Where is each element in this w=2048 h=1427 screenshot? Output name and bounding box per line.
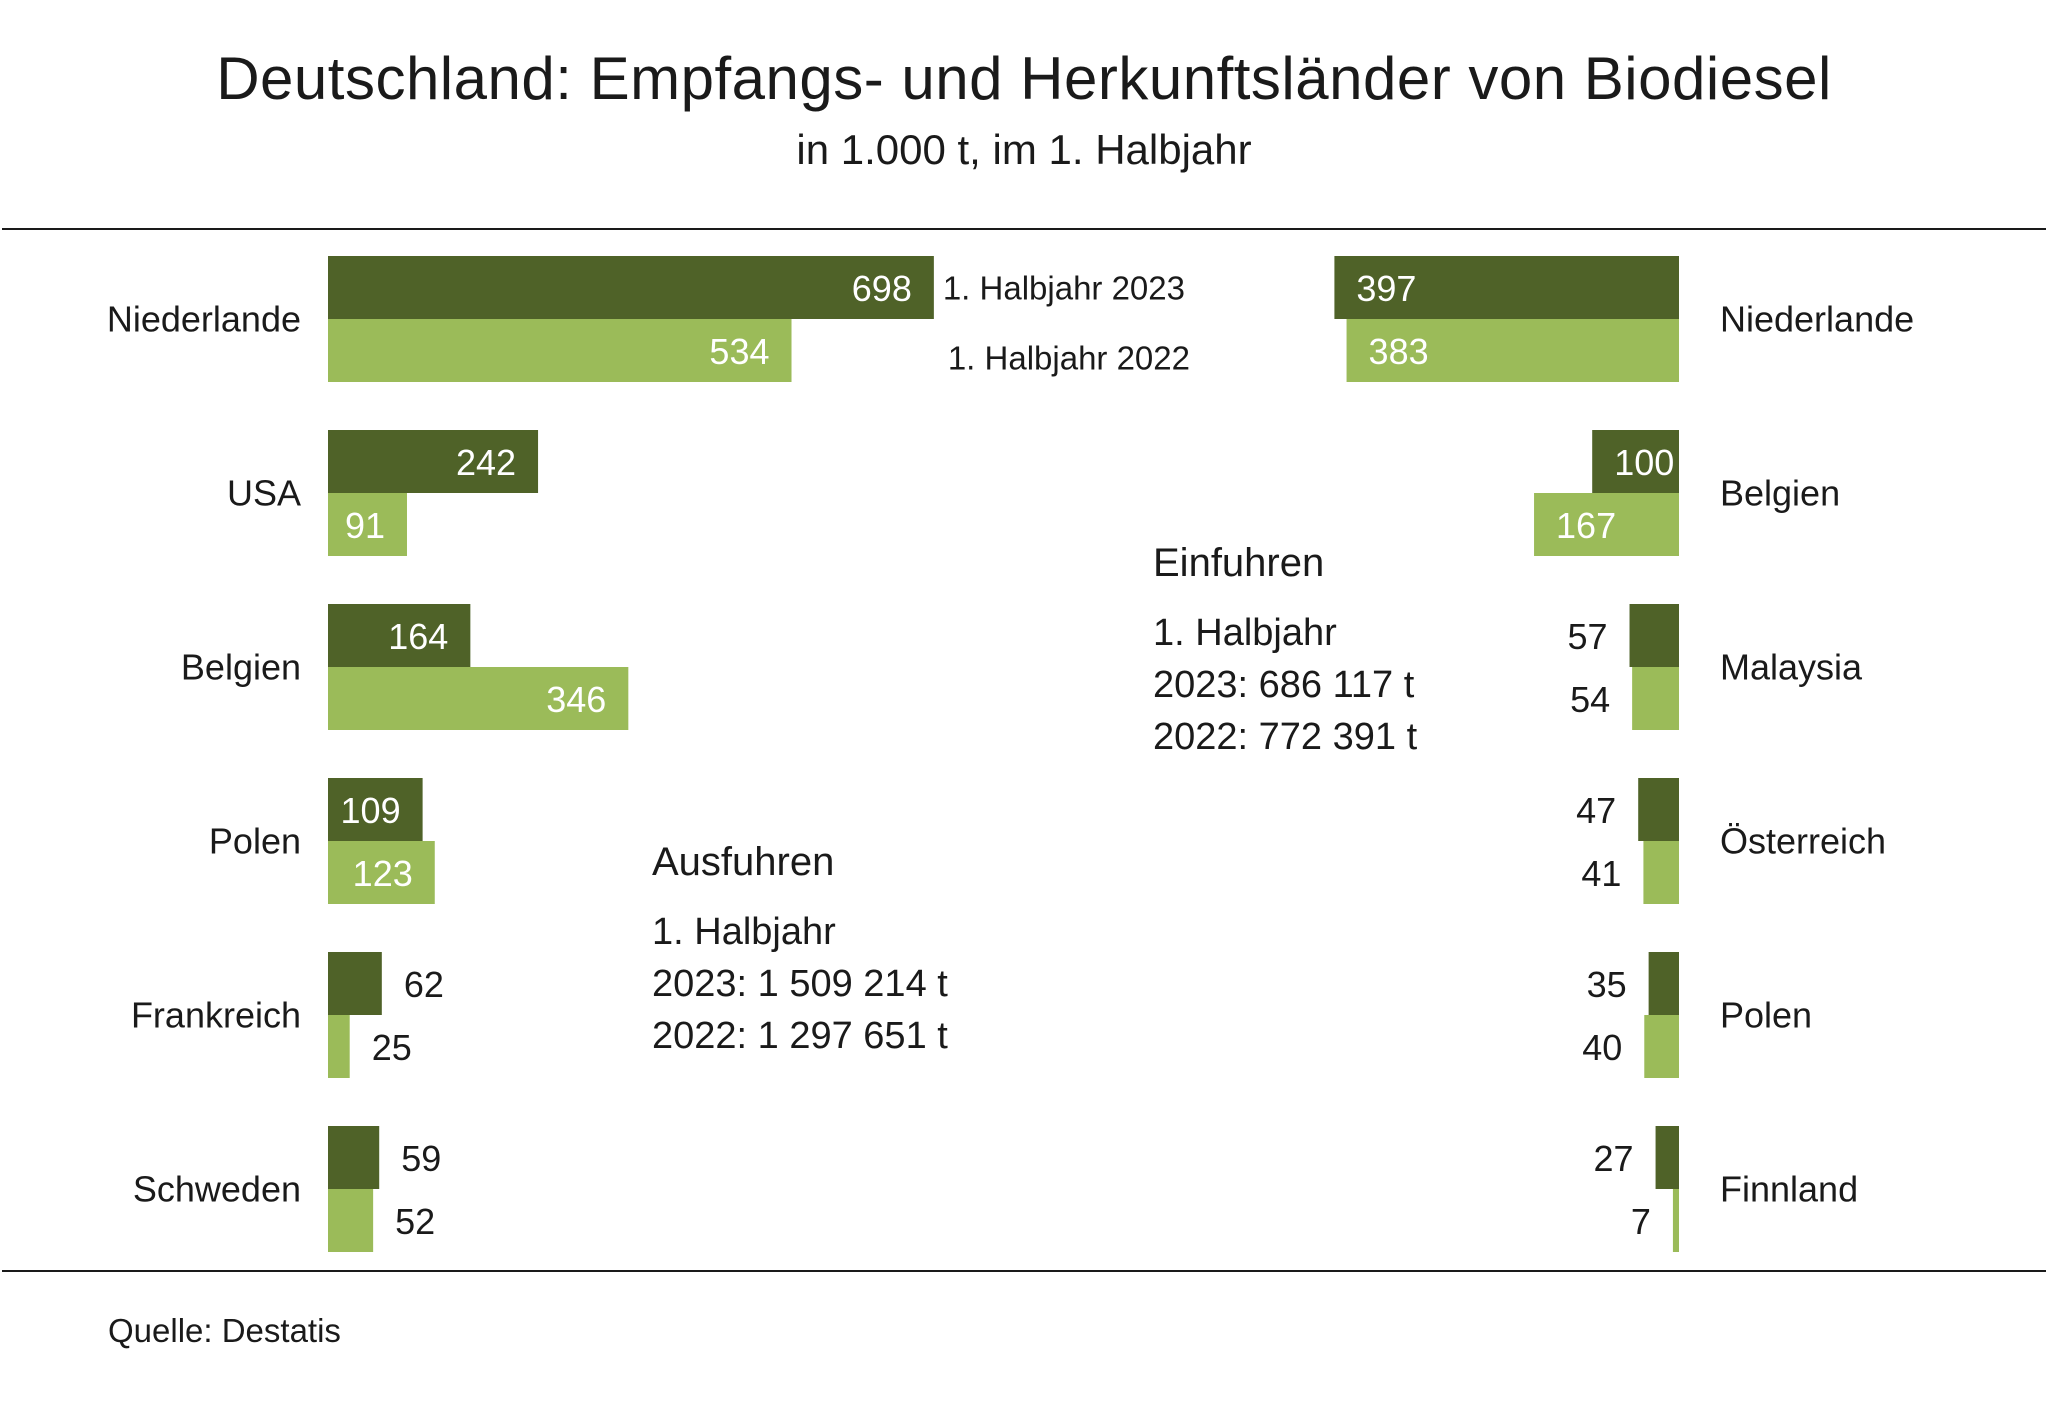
data-label: 40 <box>1582 1027 1622 1068</box>
bar-2023 <box>1638 778 1679 841</box>
exports-summary-heading: Ausfuhren <box>652 840 835 884</box>
bar-2022 <box>328 319 792 382</box>
imports-summary-heading: Einfuhren <box>1153 541 1325 585</box>
data-label: 52 <box>395 1201 435 1242</box>
imports-summary: Einfuhren 1. Halbjahr 2023: 686 117 t 20… <box>1153 537 1417 763</box>
bar-2023 <box>328 1126 380 1189</box>
data-label: 57 <box>1567 616 1607 657</box>
data-label: 91 <box>345 505 385 546</box>
category-label: Niederlande <box>1720 299 1914 340</box>
data-label: 534 <box>709 331 769 372</box>
category-label: Österreich <box>1720 821 1886 862</box>
bar-2022 <box>328 841 435 904</box>
data-label: 109 <box>341 790 401 831</box>
data-label: 242 <box>456 442 516 483</box>
data-label: 62 <box>404 964 444 1005</box>
category-label: Niederlande <box>107 299 301 340</box>
bar-2023 <box>328 952 382 1015</box>
legend-2023: 1. Halbjahr 2023 <box>943 270 1185 307</box>
top-rule <box>2 228 2046 230</box>
legend-2022: 1. Halbjahr 2022 <box>948 340 1190 377</box>
chart-title: Deutschland: Empfangs- und Herkunftsländ… <box>216 45 1832 112</box>
data-label: 27 <box>1594 1138 1634 1179</box>
data-label: 35 <box>1587 964 1627 1005</box>
bar-2023 <box>328 778 423 841</box>
bar-2022 <box>328 1189 374 1252</box>
bar-2023 <box>1655 1126 1679 1189</box>
source-note: Quelle: Destatis <box>108 1312 341 1349</box>
data-label: 41 <box>1581 853 1621 894</box>
bar-2022 <box>1643 841 1679 904</box>
bottom-rule <box>2 1270 2046 1272</box>
data-label: 100 <box>1614 442 1674 483</box>
bar-2023 <box>1648 952 1679 1015</box>
bar-2022 <box>1644 1015 1679 1078</box>
category-label: Belgien <box>181 647 301 688</box>
bar-2022 <box>1672 1189 1679 1252</box>
data-label: 54 <box>1570 679 1610 720</box>
imports-summary-line: 1. Halbjahr <box>1153 612 1337 654</box>
data-label: 167 <box>1556 505 1616 546</box>
data-label: 346 <box>546 679 606 720</box>
category-label: Polen <box>1720 995 1812 1036</box>
data-label: 698 <box>852 268 912 309</box>
imports-summary-line: 2023: 686 117 t <box>1153 664 1415 706</box>
data-label: 164 <box>388 616 448 657</box>
data-label: 59 <box>401 1138 441 1179</box>
exports-summary: Ausfuhren 1. Halbjahr 2023: 1 509 214 t … <box>652 836 948 1062</box>
category-label: USA <box>227 473 301 514</box>
imports-summary-line: 2022: 772 391 t <box>1153 716 1418 758</box>
category-label: Finnland <box>1720 1169 1858 1210</box>
data-label: 383 <box>1369 331 1429 372</box>
chart-subtitle: in 1.000 t, im 1. Halbjahr <box>796 126 1252 173</box>
exports-summary-line: 2022: 1 297 651 t <box>652 1015 948 1057</box>
category-label: Belgien <box>1720 473 1840 514</box>
category-label: Frankreich <box>131 995 301 1036</box>
data-label: 397 <box>1356 268 1416 309</box>
bar-2023 <box>1592 430 1679 493</box>
bar-2022 <box>1632 667 1679 730</box>
bar-2023 <box>1629 604 1679 667</box>
bar-2023 <box>328 256 934 319</box>
data-label: 123 <box>353 853 413 894</box>
exports-summary-line: 1. Halbjahr <box>652 911 836 953</box>
category-label: Polen <box>209 821 301 862</box>
bar-2022 <box>1346 319 1679 382</box>
bar-2022 <box>328 667 629 730</box>
data-label: 25 <box>372 1027 412 1068</box>
bar-2022 <box>328 1015 350 1078</box>
bar-2023 <box>328 430 539 493</box>
data-label: 7 <box>1631 1201 1651 1242</box>
category-label: Schweden <box>133 1169 301 1210</box>
data-label: 47 <box>1576 790 1616 831</box>
category-label: Malaysia <box>1720 647 1863 688</box>
exports-summary-line: 2023: 1 509 214 t <box>652 963 948 1005</box>
bar-2023 <box>1334 256 1679 319</box>
bar-2022 <box>328 493 407 556</box>
bar-2022 <box>1534 493 1679 556</box>
bar-2023 <box>328 604 471 667</box>
